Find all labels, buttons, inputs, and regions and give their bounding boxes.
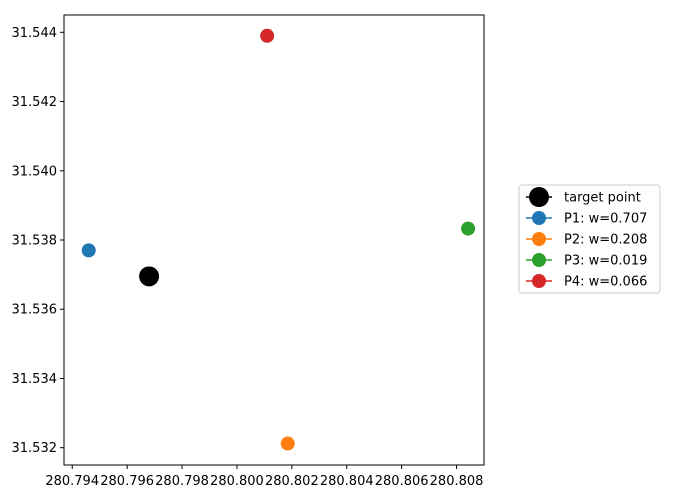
x-tick-label: 280.798 <box>155 474 209 489</box>
x-tick-label: 280.800 <box>210 474 264 489</box>
legend-label: P3: w=0.019 <box>564 254 647 269</box>
y-tick-label: 31.540 <box>12 164 58 179</box>
x-tick-label: 280.806 <box>375 474 429 489</box>
plot-area-group <box>81 28 476 451</box>
legend-marker <box>532 211 546 225</box>
x-tick-label: 280.794 <box>45 474 99 489</box>
legend-marker <box>532 274 546 288</box>
legend-label: P2: w=0.208 <box>564 233 647 248</box>
data-point-p1 <box>81 243 96 258</box>
data-point-target <box>139 266 160 287</box>
data-point-p2 <box>280 436 295 451</box>
y-tick-label: 31.542 <box>12 95 58 110</box>
y-tick-label: 31.538 <box>12 234 58 249</box>
y-tick-label: 31.544 <box>12 26 58 41</box>
x-tick-label: 280.796 <box>100 474 154 489</box>
x-tick-label: 280.808 <box>430 474 484 489</box>
data-point-p3 <box>461 221 476 236</box>
legend-marker <box>532 253 546 267</box>
legend-marker <box>532 232 546 246</box>
x-tick-label: 280.802 <box>265 474 319 489</box>
y-axis-ticks: 31.532 31.534 31.536 31.538 31.540 31.542 31.5… <box>12 26 64 456</box>
legend-marker <box>529 187 549 207</box>
legend: target point P1: w=0.707 P2: w=0.208 P3: w=… <box>518 184 661 294</box>
plot-frame <box>63 14 485 466</box>
legend-label: P1: w=0.707 <box>564 212 647 227</box>
legend-label: target point <box>564 191 641 206</box>
data-point-p4 <box>260 28 275 43</box>
y-tick-label: 31.532 <box>12 441 58 456</box>
legend-frame <box>518 184 661 294</box>
x-axis-ticks: 280.794 280.796 280.798 280.800 280.802 280.8… <box>45 465 483 489</box>
x-tick-label: 280.804 <box>320 474 374 489</box>
y-tick-label: 31.534 <box>12 372 58 387</box>
y-tick-label: 31.536 <box>12 303 58 318</box>
legend-label: P4: w=0.066 <box>564 275 647 290</box>
